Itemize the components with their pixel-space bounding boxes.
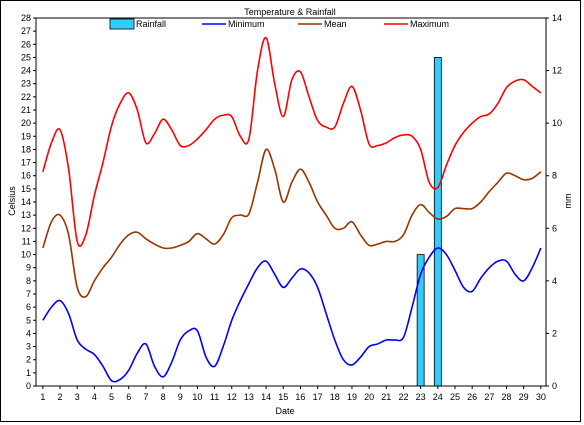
y-tick-label: 8 [26, 276, 31, 286]
series-line-mean [42, 148, 542, 298]
rainfall-bar [433, 57, 442, 387]
legend-maximum-label: Maximum [410, 19, 449, 29]
y2-tick-label: 12 [552, 66, 562, 76]
legend: Rainfall Minimum Mean Maximum [109, 18, 449, 30]
y-tick-label: 22 [21, 92, 31, 102]
y2-tick-label: 0 [552, 381, 557, 391]
x-tick-label: 14 [261, 392, 271, 402]
x-tick-label: 21 [381, 392, 391, 402]
x-tick-label: 17 [313, 392, 323, 402]
y-tick-label: 13 [21, 210, 31, 220]
x-tick-label: 27 [484, 392, 494, 402]
y-tick-label: 6 [26, 302, 31, 312]
axes: 0123456789101112131415161718192021222324… [21, 13, 562, 402]
y-tick-label: 20 [21, 118, 31, 128]
x-tick-label: 4 [92, 392, 97, 402]
y-tick-label: 19 [21, 131, 31, 141]
x-tick-label: 1 [40, 392, 45, 402]
y2-tick-label: 10 [552, 118, 562, 128]
x-tick-label: 30 [536, 392, 546, 402]
y-tick-label: 10 [21, 250, 31, 260]
series-line-maximum [42, 36, 542, 247]
y2-tick-label: 4 [552, 276, 557, 286]
series-line-minimum [42, 247, 542, 383]
x-tick-label: 19 [347, 392, 357, 402]
y-tick-label: 14 [21, 197, 31, 207]
legend-minimum-label: Minimum [228, 19, 265, 29]
x-tick-label: 16 [295, 392, 305, 402]
x-axis-title: Date [275, 406, 294, 416]
y-tick-label: 24 [21, 66, 31, 76]
legend-rainfall-swatch [109, 18, 135, 30]
x-tick-label: 11 [210, 392, 219, 402]
y-tick-label: 12 [21, 223, 31, 233]
y-tick-label: 26 [21, 39, 31, 49]
x-tick-label: 29 [519, 392, 529, 402]
y-tick-label: 5 [26, 315, 31, 325]
y-tick-label: 15 [21, 184, 31, 194]
x-tick-label: 24 [433, 392, 443, 402]
x-tick-label: 25 [450, 392, 460, 402]
x-tick-label: 2 [58, 392, 63, 402]
x-tick-label: 22 [398, 392, 408, 402]
y2-tick-label: 8 [552, 171, 557, 181]
y-tick-label: 7 [26, 289, 31, 299]
y-tick-label: 9 [26, 263, 31, 273]
y-tick-label: 0 [26, 381, 31, 391]
y-tick-label: 23 [21, 79, 31, 89]
y-tick-label: 28 [21, 13, 31, 23]
plot-area [42, 36, 542, 387]
y2-tick-label: 14 [552, 13, 562, 23]
y-tick-label: 18 [21, 144, 31, 154]
y-tick-label: 25 [21, 52, 31, 62]
x-tick-label: 10 [192, 392, 202, 402]
legend-rainfall-label: Rainfall [136, 19, 166, 29]
x-tick-label: 9 [178, 392, 183, 402]
x-tick-label: 28 [501, 392, 511, 402]
x-tick-label: 6 [126, 392, 131, 402]
x-tick-label: 7 [143, 392, 148, 402]
y-tick-label: 11 [22, 236, 31, 246]
legend-mean-label: Mean [324, 19, 347, 29]
y2-tick-label: 6 [552, 223, 557, 233]
y2-tick-label: 2 [552, 328, 557, 338]
x-tick-label: 18 [330, 392, 340, 402]
x-tick-label: 23 [416, 392, 426, 402]
x-tick-label: 3 [75, 392, 80, 402]
x-tick-label: 5 [109, 392, 114, 402]
y-axis-title: Celsius [7, 186, 17, 216]
y-tick-label: 21 [21, 105, 31, 115]
x-tick-label: 26 [467, 392, 477, 402]
y-tick-label: 2 [26, 355, 31, 365]
chart-title: Temperature & Rainfall [244, 7, 336, 17]
x-tick-label: 12 [227, 392, 237, 402]
x-tick-label: 13 [244, 392, 254, 402]
y2-axis-title: mm [563, 194, 573, 209]
y-tick-label: 27 [21, 26, 31, 36]
y-tick-label: 16 [21, 171, 31, 181]
x-tick-label: 8 [161, 392, 166, 402]
y-tick-label: 4 [26, 328, 31, 338]
x-tick-label: 15 [278, 392, 288, 402]
y-tick-label: 3 [26, 342, 31, 352]
y-tick-label: 1 [26, 368, 31, 378]
y-tick-label: 17 [21, 158, 31, 168]
x-tick-label: 20 [364, 392, 374, 402]
